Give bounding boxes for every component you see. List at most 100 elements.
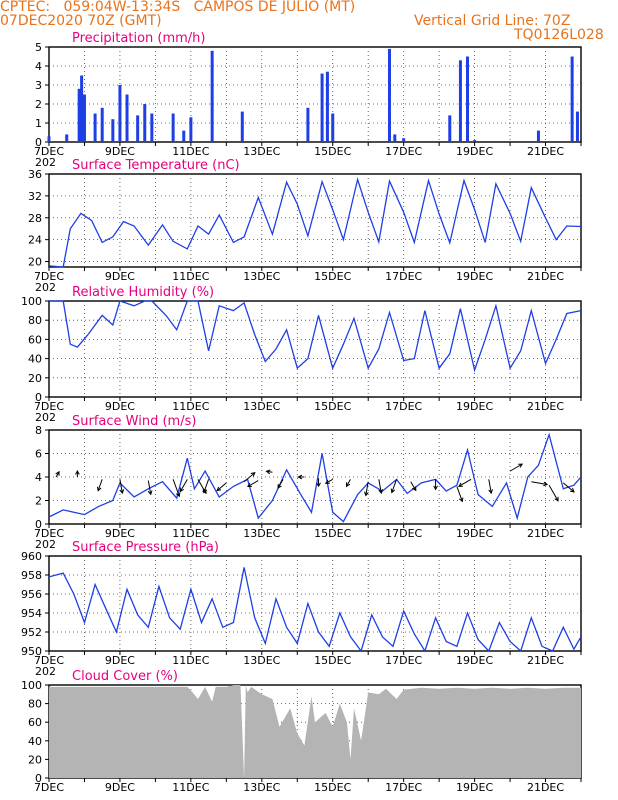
humidity-ytick-label: 80 xyxy=(28,314,42,327)
precipitation-bar xyxy=(93,113,97,142)
precipitation-bar xyxy=(150,113,154,142)
wind-xtick-label: 21DEC xyxy=(527,527,564,540)
precipitation-ytick-label: 1 xyxy=(35,117,42,130)
precipitation-ytick-label: 2 xyxy=(35,98,42,111)
pressure-frame xyxy=(48,555,582,652)
precipitation-xtick-label: 9DEC xyxy=(105,145,135,158)
precipitation-bar xyxy=(100,107,104,142)
wind-vector xyxy=(172,479,180,497)
humidity-ytick-label: 0 xyxy=(35,391,42,404)
precipitation-xtick-label: 21DEC xyxy=(527,145,564,158)
wind-vector xyxy=(509,463,523,472)
cloud-cover-title: Cloud Cover (%) xyxy=(72,669,178,684)
pressure-xtick-label: 17DEC xyxy=(385,654,422,667)
temperature-xtick-label: 21DEC xyxy=(527,270,564,283)
precipitation-bar xyxy=(136,115,140,142)
precipitation-ytick-label: 5 xyxy=(35,41,42,54)
wind-vector-head xyxy=(433,485,438,491)
header-code: TQ0126L028 xyxy=(514,27,604,43)
wind-vector-head xyxy=(277,483,282,489)
cloud-cover-xtick-label: 7DEC xyxy=(34,781,64,794)
precipitation-xtick-label: 17DEC xyxy=(385,145,422,158)
wind-vector-head xyxy=(569,487,575,493)
temperature-xtick-label: 15DEC xyxy=(314,270,351,283)
precipitation-xtick-label: 7DEC xyxy=(34,145,64,158)
temperature-line xyxy=(48,177,582,268)
wind-vector xyxy=(365,481,369,496)
wind-vector xyxy=(562,482,575,493)
precipitation-bar xyxy=(125,94,129,142)
wind-vector xyxy=(325,478,333,484)
wind-vector xyxy=(378,479,382,494)
wind-ytick-label: 0 xyxy=(35,518,42,531)
humidity-ytick-label: 40 xyxy=(28,353,42,366)
wind-vector xyxy=(346,479,351,487)
temperature-xtick-label: 17DEC xyxy=(385,270,422,283)
temperature-frame xyxy=(48,173,582,268)
wind-vector-head xyxy=(55,470,60,476)
cloud-cover-area xyxy=(49,685,581,778)
header-grid-note: Vertical Grid Line: 70Z xyxy=(414,13,571,29)
precipitation-bar xyxy=(77,88,81,142)
cloud-cover-xtick-label: 11DEC xyxy=(172,781,209,794)
temperature-cut-label: 202 xyxy=(35,281,56,294)
precipitation-bar xyxy=(65,134,69,142)
wind-vector-head xyxy=(324,479,330,484)
pressure-title: Surface Pressure (hPa) xyxy=(72,540,219,555)
wind-vector-head xyxy=(554,496,559,502)
wind-vector xyxy=(391,479,398,493)
precipitation-cut-label: 202 xyxy=(35,156,56,169)
wind-vector-head xyxy=(345,482,351,488)
wind-vector xyxy=(147,480,152,495)
wind-vector xyxy=(203,479,210,493)
cloud-cover-ytick-label: 20 xyxy=(28,753,42,766)
wind-vector-head xyxy=(265,469,271,475)
wind-vector xyxy=(277,479,284,489)
precipitation-xtick-label: 13DEC xyxy=(243,145,280,158)
humidity-title: Relative Humidity (%) xyxy=(72,285,214,300)
precipitation-xtick-label: 15DEC xyxy=(314,145,351,158)
wind-vector xyxy=(243,472,256,483)
precipitation-bar xyxy=(306,107,310,142)
humidity-xtick-label: 21DEC xyxy=(527,400,564,413)
wind-vector-head xyxy=(175,492,181,498)
temperature-title: Surface Temperature (nC) xyxy=(72,158,240,173)
pressure-xtick-label: 11DEC xyxy=(172,654,209,667)
humidity-xtick-label: 13DEC xyxy=(243,400,280,413)
wind-vector xyxy=(531,481,548,485)
humidity-xtick-label: 15DEC xyxy=(314,400,351,413)
pressure-ytick-label: 960 xyxy=(21,550,42,563)
wind-vector-head xyxy=(247,482,252,488)
humidity-line xyxy=(49,300,582,373)
cloud-cover-ytick-label: 60 xyxy=(28,716,42,729)
precipitation-xtick-label: 19DEC xyxy=(456,145,493,158)
precipitation-bar xyxy=(189,117,193,142)
wind-vector xyxy=(97,479,103,491)
wind-vector-head xyxy=(458,497,464,503)
temperature-xtick-label: 19DEC xyxy=(456,270,493,283)
precipitation-bar xyxy=(143,104,147,142)
precipitation-title: Precipitation (mm/h) xyxy=(72,31,205,46)
wind-vector-head xyxy=(75,469,80,475)
precipitation-bar xyxy=(536,130,540,142)
pressure-xtick-label: 19DEC xyxy=(456,654,493,667)
humidity-xtick-label: 7DEC xyxy=(34,400,64,413)
precipitation-bar xyxy=(118,85,122,142)
wind-vector xyxy=(456,486,463,502)
precipitation-bar xyxy=(320,73,324,142)
precipitation-ytick-label: 4 xyxy=(35,60,42,73)
header-location: CPTEC: 059:04W-13:34S CAMPOS DE JULIO (M… xyxy=(0,0,356,15)
wind-vector-head xyxy=(250,472,256,477)
precipitation-bar xyxy=(47,136,51,142)
pressure-xtick-label: 7DEC xyxy=(34,654,64,667)
wind-vector xyxy=(488,479,492,494)
cloud-cover-xtick-label: 13DEC xyxy=(243,781,280,794)
precipitation-bar xyxy=(448,115,452,142)
cloud-cover-xtick-label: 15DEC xyxy=(314,781,351,794)
temperature-ytick-label: 20 xyxy=(28,256,42,269)
wind-ytick-label: 2 xyxy=(35,495,42,508)
precipitation-bar xyxy=(387,48,391,142)
header-run-time: 07DEC2020 70Z (GMT) xyxy=(0,13,162,29)
wind-title: Surface Wind (m/s) xyxy=(72,414,196,429)
